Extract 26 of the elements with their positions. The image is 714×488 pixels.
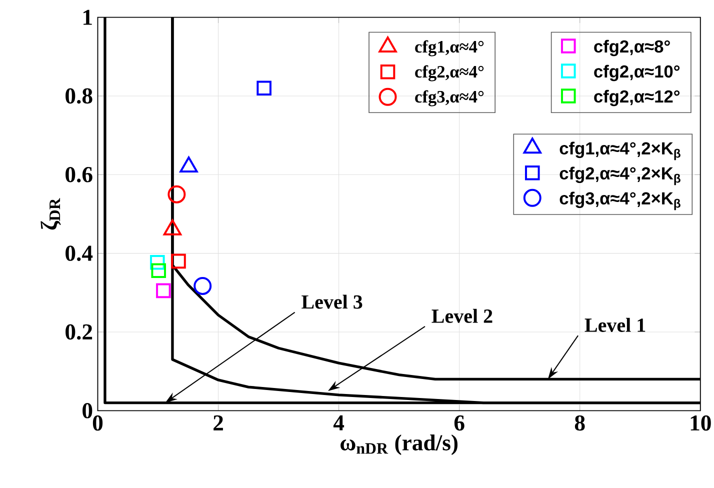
x-tick-label: 4 (333, 415, 344, 430)
x-tick-label: 0 (92, 415, 103, 431)
legend-label: cfg2,α≈4° (415, 65, 484, 82)
x-tick-label: 8 (574, 415, 585, 431)
legend-label: cfg2,α≈4°,2×K$_{β}$ (560, 166, 680, 186)
annotation: Level 3 (302, 294, 362, 309)
legend-label: cfg2,α≈12° (594, 90, 680, 106)
legend-label: cfg2,α≈8° (594, 40, 670, 56)
legend-label: cfg3,α≈4°,2×K$_{β}$ (560, 192, 680, 210)
y-tick-label: 0.8 (66, 88, 92, 104)
x-axis-title: ω$_{nDR}$ (rad/s) (340, 434, 458, 456)
annotation: Level 2 (432, 308, 492, 323)
y-tick-label: 0.4 (66, 246, 93, 262)
legend-label: cfg2,α≈10° (594, 64, 680, 82)
legend-label: cfg1,α≈4° (415, 40, 484, 56)
y-axis-title: ζ$_{DR}$ (40, 198, 61, 230)
annotation: Level 1 (584, 318, 646, 332)
y-tick-label: 1 (84, 10, 92, 25)
y-tick-label: 0.2 (66, 324, 92, 340)
x-tick-label: 2 (214, 415, 223, 430)
legend-label: cfg1,α≈4°,2×K$_{β}$ (560, 142, 680, 160)
x-tick-label: 10 (690, 415, 711, 431)
legend-label: cfg3,α≈4° (415, 90, 484, 106)
y-tick-label: 0.6 (66, 166, 92, 182)
y-tick-label: 0 (82, 403, 92, 418)
x-tick-label: 6 (454, 415, 464, 431)
